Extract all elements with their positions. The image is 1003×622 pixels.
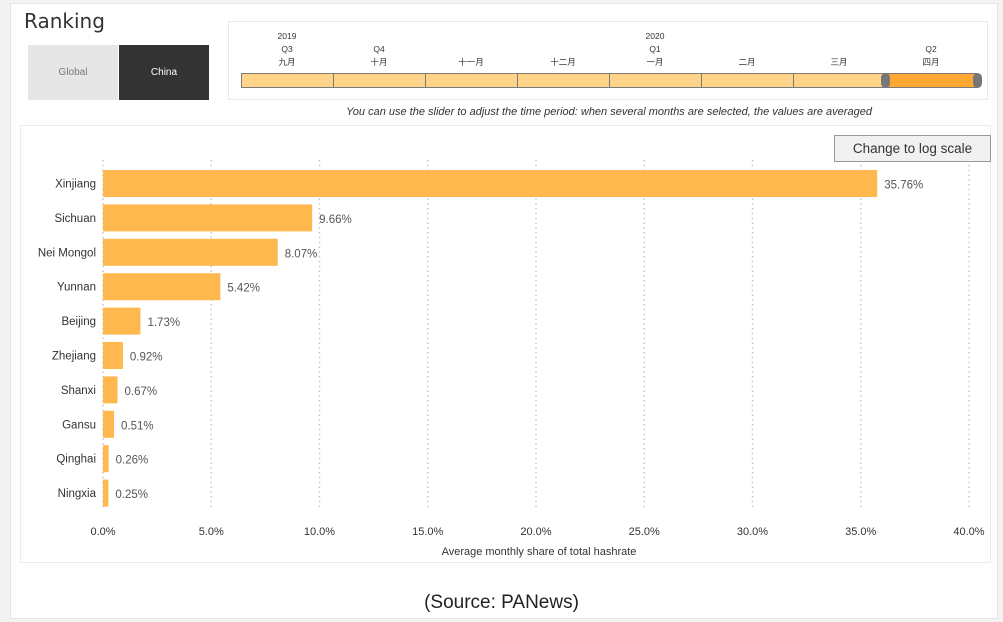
source-caption: (Source: PANews): [424, 592, 579, 613]
x-tick-label: 40.0%: [953, 526, 984, 538]
toggle-global-button[interactable]: Global: [28, 45, 118, 100]
data-label: 0.51%: [121, 420, 154, 432]
bar-qinghai: [103, 445, 109, 473]
x-tick-label: 5.0%: [199, 526, 224, 538]
page-title: Ranking: [24, 9, 105, 33]
bar-nei-mongol: [103, 238, 278, 266]
bar-shanxi: [103, 376, 118, 404]
category-label: Qinghai: [56, 454, 96, 466]
category-label: Sichuan: [54, 213, 96, 225]
timeline-period-label: 二月: [738, 57, 756, 67]
slider-hint: You can use the slider to adjust the tim…: [346, 106, 872, 118]
data-label: 0.67%: [125, 386, 158, 398]
data-label: 35.76%: [884, 180, 923, 192]
timeline-period-label: 2019 Q3 九月: [277, 31, 297, 67]
category-label: Gansu: [62, 419, 96, 431]
timeline-period-label: Q2 四月: [922, 44, 940, 67]
bar-zhejiang: [103, 342, 123, 369]
data-label: 9.66%: [319, 214, 352, 226]
timeline-period-label: 2020 Q1 一月: [645, 31, 665, 67]
timeline-period-label: 十一月: [458, 57, 484, 67]
timeline-period-label: Q4 十月: [370, 44, 388, 67]
x-tick-label: 10.0%: [304, 526, 335, 538]
data-label: 8.07%: [285, 248, 318, 260]
category-label: Zhejiang: [52, 351, 96, 363]
bar-beijing: [103, 307, 141, 335]
category-label: Xinjiang: [55, 179, 96, 191]
bar-gansu: [103, 410, 115, 438]
data-label: 0.25%: [115, 489, 148, 501]
category-label: Yunnan: [57, 282, 96, 294]
category-label: Beijing: [61, 316, 96, 328]
toggle-china-button[interactable]: China: [119, 45, 209, 100]
time-slider-panel: 2019 Q3 九月 Q4 十月 十一月 十二月 2020 Q1 一月 二月 三月 Q2 四月: [228, 21, 988, 100]
x-tick-label: 20.0%: [520, 526, 551, 538]
data-label: 1.73%: [147, 317, 180, 329]
bar-sichuan: [103, 204, 313, 232]
data-label: 0.92%: [130, 352, 163, 364]
timeline-period-label: 三月: [830, 57, 848, 67]
category-label: Shanxi: [61, 385, 96, 397]
x-tick-label: 30.0%: [737, 526, 768, 538]
timeline-period-label: 十二月: [550, 57, 576, 67]
category-label: Ningxia: [58, 488, 97, 500]
slider-handle-right[interactable]: [973, 73, 982, 88]
slider-handle-left[interactable]: [881, 73, 890, 88]
x-tick-label: 35.0%: [845, 526, 876, 538]
bar-xinjiang: [103, 170, 878, 197]
bar-ningxia: [103, 479, 109, 507]
data-label: 0.26%: [116, 455, 149, 467]
x-tick-label: 0.0%: [90, 526, 115, 538]
x-tick-label: 25.0%: [629, 526, 660, 538]
log-scale-button[interactable]: Change to log scale: [834, 135, 991, 162]
category-label: Nei Mongol: [38, 247, 96, 259]
bar-yunnan: [103, 273, 221, 301]
x-axis-title: Average monthly share of total hashrate: [442, 546, 637, 558]
chart-panel: [20, 125, 991, 563]
x-tick-label: 15.0%: [412, 526, 443, 538]
data-label: 5.42%: [227, 283, 260, 295]
